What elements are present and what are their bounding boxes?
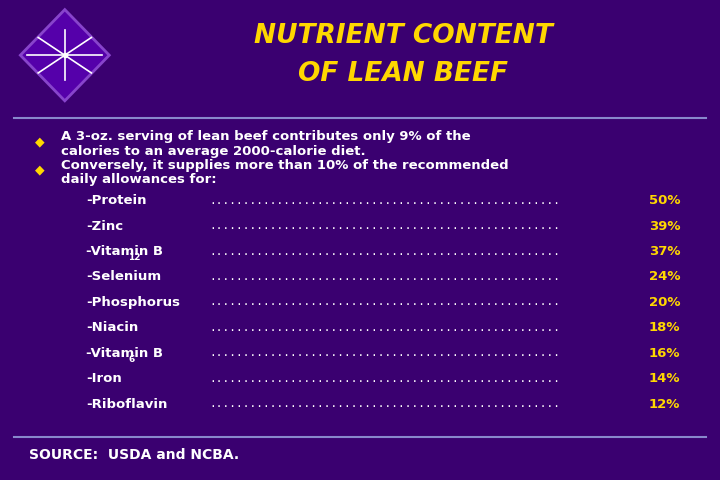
Text: -Riboflavin: -Riboflavin (86, 397, 168, 411)
Text: -Zinc: -Zinc (86, 219, 124, 233)
Text: ....................................................: ........................................… (210, 399, 561, 409)
Text: 20%: 20% (649, 296, 680, 309)
Text: ....................................................: ........................................… (210, 272, 561, 282)
Text: daily allowances for:: daily allowances for: (61, 173, 217, 187)
Text: 12%: 12% (649, 397, 680, 411)
Text: OF LEAN BEEF: OF LEAN BEEF (298, 61, 508, 87)
Text: ....................................................: ........................................… (210, 323, 561, 333)
Text: A 3-oz. serving of lean beef contributes only 9% of the: A 3-oz. serving of lean beef contributes… (61, 130, 471, 144)
Text: NUTRIENT CONTENT: NUTRIENT CONTENT (253, 23, 553, 49)
Text: ◆: ◆ (35, 135, 45, 148)
Text: -Phosphorus: -Phosphorus (86, 296, 181, 309)
Text: -Vitamin B: -Vitamin B (86, 347, 163, 360)
Text: 16%: 16% (649, 347, 680, 360)
Text: -Protein: -Protein (86, 194, 147, 207)
Text: 39%: 39% (649, 219, 680, 233)
Text: 12: 12 (128, 253, 140, 262)
Text: calories to an average 2000-calorie diet.: calories to an average 2000-calorie diet… (61, 144, 366, 158)
Text: 18%: 18% (649, 321, 680, 335)
Text: -Niacin: -Niacin (86, 321, 139, 335)
Text: ....................................................: ........................................… (210, 374, 561, 384)
Text: 50%: 50% (649, 194, 680, 207)
Text: ....................................................: ........................................… (210, 247, 561, 256)
Text: 24%: 24% (649, 270, 680, 284)
Text: ....................................................: ........................................… (210, 196, 561, 205)
Text: 37%: 37% (649, 245, 680, 258)
Text: SOURCE:  USDA and NCBA.: SOURCE: USDA and NCBA. (29, 448, 239, 462)
Text: Conversely, it supplies more than 10% of the recommended: Conversely, it supplies more than 10% of… (61, 159, 509, 172)
Text: 6: 6 (128, 355, 135, 364)
Text: -Vitamin B: -Vitamin B (86, 245, 163, 258)
Text: ◆: ◆ (35, 164, 45, 177)
Text: ....................................................: ........................................… (210, 221, 561, 231)
Text: -Selenium: -Selenium (86, 270, 161, 284)
Polygon shape (20, 10, 109, 101)
Text: ....................................................: ........................................… (210, 298, 561, 307)
Text: ....................................................: ........................................… (210, 348, 561, 358)
Text: -Iron: -Iron (86, 372, 122, 385)
Text: 14%: 14% (649, 372, 680, 385)
